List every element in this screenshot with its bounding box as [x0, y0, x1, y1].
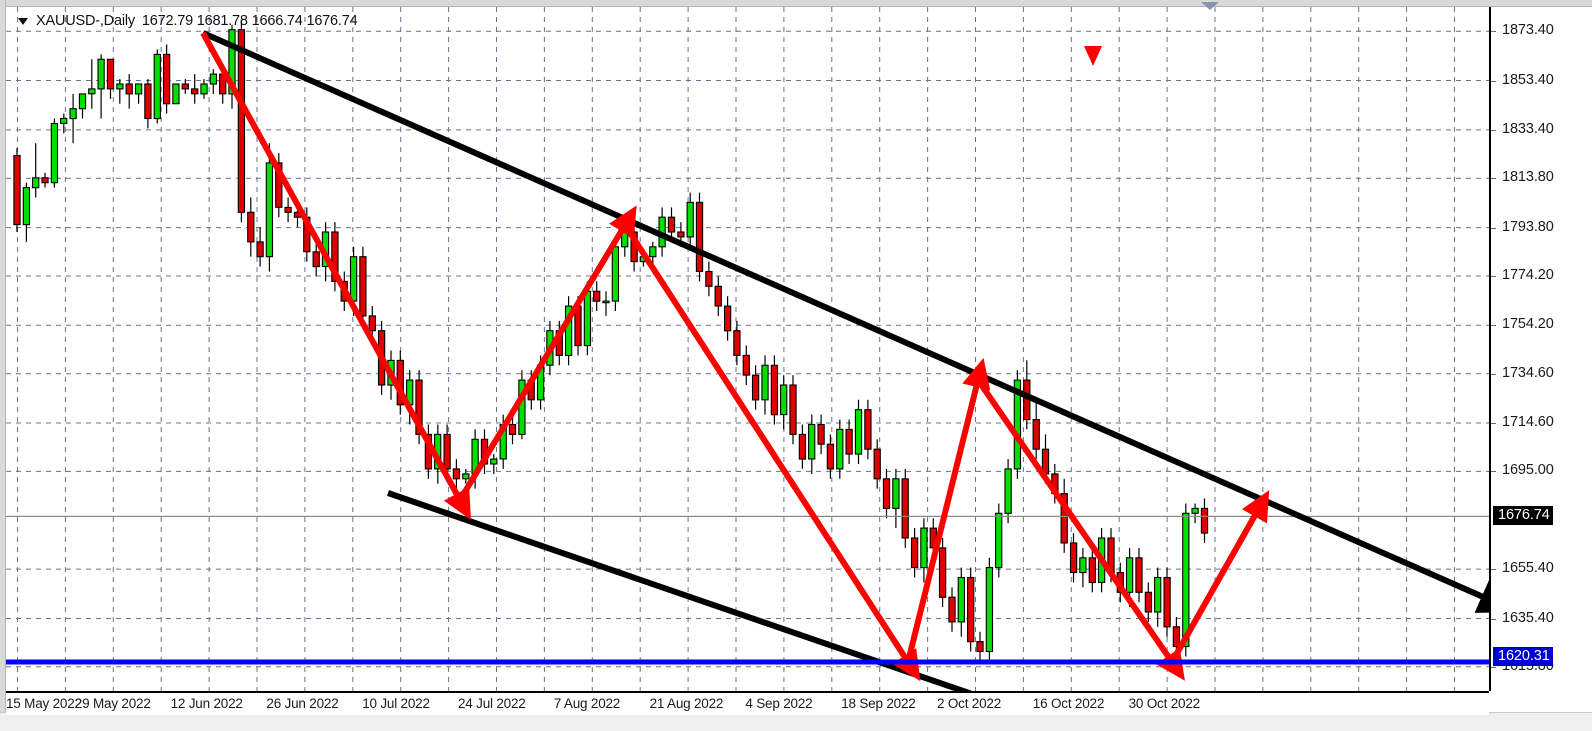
ohlc-values: 1672.79 1681.78 1666.74 1676.74 [141, 13, 358, 29]
price-tick [1491, 569, 1496, 571]
chart-gridlines [6, 7, 1489, 691]
symbol-label: XAUUSD-,Daily [36, 13, 135, 29]
chevron-down-icon[interactable] [18, 17, 28, 25]
price-tick [1491, 80, 1496, 82]
time-axis-label: 7 Aug 2022 [553, 696, 621, 711]
time-axis-label: 29 May 2022 [74, 696, 151, 711]
time-axis-label: 21 Aug 2022 [649, 696, 724, 711]
price-axis-label: 1754.20 [1502, 316, 1554, 333]
price-axis-label: 1655.40 [1502, 560, 1554, 577]
price-tick [1491, 31, 1496, 33]
candlestick-series [13, 19, 1209, 662]
chart-canvas [6, 7, 1489, 691]
support-level-badge: 1620.31 [1493, 646, 1553, 666]
price-tick [1491, 129, 1496, 131]
time-axis-label: 26 Jun 2022 [266, 696, 339, 711]
price-tick [1491, 227, 1496, 229]
price-axis-label: 1734.60 [1502, 364, 1554, 381]
price-axis-label: 1873.40 [1502, 22, 1554, 39]
price-tick [1491, 373, 1496, 375]
price-axis-label: 1813.80 [1502, 169, 1554, 186]
chart-plot-area[interactable]: XAUUSD-,Daily 1672.79 1681.78 1666.74 16… [6, 7, 1489, 691]
price-tick [1491, 618, 1496, 620]
price-tick [1491, 666, 1496, 668]
price-tick [1491, 471, 1496, 473]
price-axis-label: 1714.60 [1502, 414, 1554, 430]
current-price-badge: 1676.74 [1493, 506, 1553, 526]
scroll-position-marker[interactable] [1201, 2, 1219, 10]
time-axis-label: 12 Jun 2022 [170, 696, 243, 711]
price-axis-label: 1833.40 [1502, 120, 1554, 137]
price-axis-label: 1635.40 [1502, 609, 1554, 626]
trend-line-annotations[interactable] [6, 30, 1489, 691]
chart-header: XAUUSD-,Daily 1672.79 1681.78 1666.74 16… [18, 12, 358, 30]
price-axis-label: 1793.80 [1502, 218, 1554, 235]
chart-markers[interactable] [1084, 46, 1102, 66]
price-tick [1491, 423, 1496, 424]
time-axis-label: 16 Oct 2022 [1032, 696, 1105, 711]
price-tick [1491, 276, 1496, 277]
window-left-edge [0, 0, 6, 712]
time-axis-label: 18 Sep 2022 [841, 696, 916, 711]
price-axis-label: 1695.00 [1502, 462, 1554, 479]
time-axis[interactable]: 15 May 2022 29 May 2022 12 Jun 2022 26 Jun … [6, 691, 1489, 715]
time-axis-label: 15 May 2022 [6, 696, 82, 711]
price-axis-label: 1774.20 [1502, 267, 1554, 283]
window-titlebar [0, 0, 1592, 7]
price-axis-label: 1853.40 [1502, 71, 1554, 88]
time-axis-label: 30 Oct 2022 [1128, 696, 1201, 711]
time-axis-label: 2 Oct 2022 [937, 696, 1002, 711]
time-axis-label: 4 Sep 2022 [745, 696, 813, 711]
price-tick [1491, 178, 1496, 180]
time-axis-label: 24 Jul 2022 [458, 696, 526, 711]
time-axis-label: 10 Jul 2022 [362, 696, 430, 711]
price-tick [1491, 325, 1496, 327]
price-axis[interactable]: 1873.40 1853.40 1833.40 1813.80 1793.80 1774.… [1489, 7, 1592, 691]
